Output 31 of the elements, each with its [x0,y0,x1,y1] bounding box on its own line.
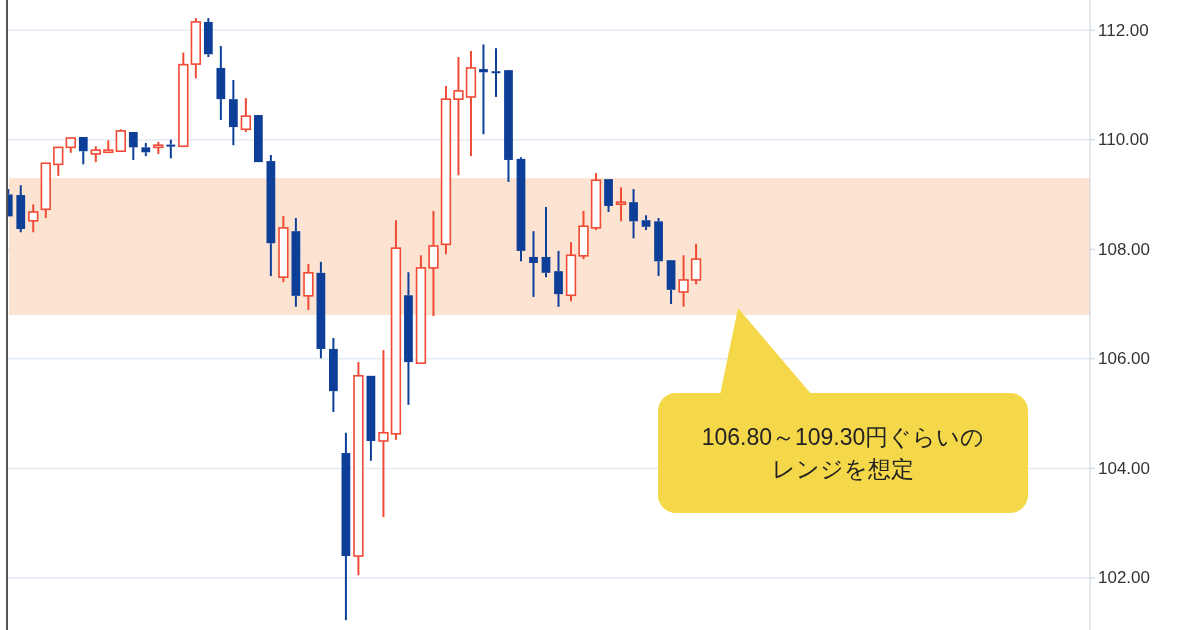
candlestick [203,17,213,58]
y-tick-label: 110.00 [1098,130,1149,150]
candlestick [228,78,238,147]
candlestick [615,186,627,223]
y-tick-label: 108.00 [1098,239,1150,259]
candlestick [428,209,439,318]
candlestick [678,254,689,308]
candlestick [216,45,226,121]
candlestick [440,85,452,256]
candlestick [554,249,563,308]
annotation: 106.80～109.30円ぐらいの [701,424,985,450]
candlestick [404,271,413,406]
y-tick-label: 106.00 [1098,349,1150,369]
candlestick [316,260,326,360]
candlestick [341,431,351,622]
candlestick [529,230,538,298]
candlestick [465,49,477,158]
candlestick [629,188,638,240]
candlestick [516,156,526,263]
candlestick [378,349,389,519]
candlestick [479,43,488,136]
y-tick-label: 112.00 [1098,20,1149,40]
candlestick [291,217,301,308]
candlestick [166,138,176,160]
candlestick [329,337,338,413]
y-tick-label: 102.00 [1098,568,1150,588]
annotation: レンジを想定 [772,456,914,482]
candlestick [353,361,364,577]
y-tick-label: 104.00 [1098,458,1150,478]
candlestick [453,55,464,177]
candlestick [266,154,276,278]
